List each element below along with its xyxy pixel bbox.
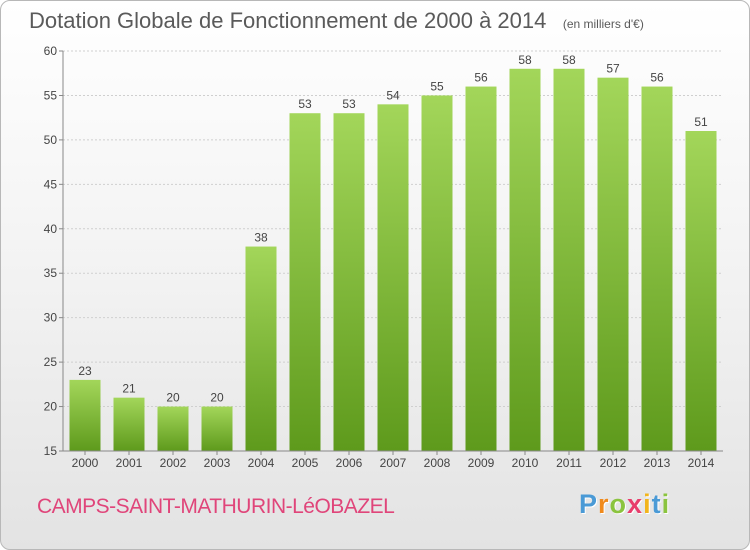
bar xyxy=(333,113,365,451)
logo-letter: i xyxy=(643,489,652,519)
x-tick-label: 2004 xyxy=(248,456,275,470)
logo-letter: P xyxy=(579,489,599,519)
bar xyxy=(245,246,277,451)
bar xyxy=(289,113,321,451)
bar xyxy=(157,406,189,451)
bar-value-label: 58 xyxy=(562,53,576,67)
x-tick-label: 2000 xyxy=(72,456,99,470)
bar xyxy=(553,68,585,452)
y-tick-label: 50 xyxy=(44,133,58,147)
bar-value-label: 23 xyxy=(78,364,92,378)
bar-value-label: 58 xyxy=(518,53,532,67)
y-tick-label: 55 xyxy=(44,88,58,102)
bar-value-label: 53 xyxy=(342,97,356,111)
x-tick-label: 2005 xyxy=(292,456,319,470)
x-tick-label: 2008 xyxy=(424,456,451,470)
x-tick-label: 2007 xyxy=(380,456,407,470)
y-tick-label: 30 xyxy=(44,311,58,325)
logo-letter: r xyxy=(598,489,610,519)
bar-value-label: 38 xyxy=(254,231,268,245)
x-tick-label: 2011 xyxy=(556,456,582,470)
x-tick-label: 2006 xyxy=(336,456,363,470)
bar xyxy=(641,86,673,452)
bar-value-label: 56 xyxy=(474,71,488,85)
x-tick-label: 2014 xyxy=(688,456,715,470)
bar-value-label: 56 xyxy=(650,71,664,85)
x-tick-label: 2002 xyxy=(160,456,187,470)
bar-value-label: 57 xyxy=(606,62,620,76)
bar-value-label: 54 xyxy=(386,88,400,102)
y-tick-label: 25 xyxy=(44,355,58,369)
logo-letter: x xyxy=(627,489,644,519)
bar xyxy=(377,104,409,451)
x-tick-label: 2010 xyxy=(512,456,539,470)
x-tick-label: 2003 xyxy=(204,456,231,470)
logo-letter: t xyxy=(651,489,662,519)
commune-name: CAMPS-SAINT-MATHURIN-LéOBAZEL xyxy=(37,495,395,518)
labels: 15 20 25 30 35 40 45 50 55 60 23 2000 21 2001 20 2002 20… xyxy=(44,44,715,470)
bar xyxy=(685,131,717,451)
bar xyxy=(69,379,101,451)
logo-letter: i xyxy=(661,489,671,519)
chart-subtitle: (en milliers d'€) xyxy=(562,17,644,31)
bar-value-label: 20 xyxy=(210,391,224,405)
x-tick-label: 2013 xyxy=(644,456,671,470)
y-tick-label: 40 xyxy=(44,222,58,236)
y-tick-label: 20 xyxy=(44,400,58,414)
chart-title: Dotation Globale de Fonctionnement de 20… xyxy=(29,8,547,33)
bar-value-label: 21 xyxy=(122,382,136,396)
proxiti-logo[interactable]: Proxiti xyxy=(579,489,670,520)
bar-value-label: 55 xyxy=(430,79,444,93)
logo-letter: o xyxy=(609,489,628,519)
y-tick-label: 60 xyxy=(44,44,58,58)
x-tick-label: 2009 xyxy=(468,456,495,470)
bar xyxy=(421,95,453,451)
bar xyxy=(597,77,629,452)
title-row: Dotation Globale de Fonctionnement de 20… xyxy=(29,8,644,34)
x-tick-label: 2012 xyxy=(600,456,627,470)
bar xyxy=(201,406,233,451)
bar-value-label: 20 xyxy=(166,391,180,405)
bar xyxy=(113,397,145,451)
bar xyxy=(509,68,541,452)
axes xyxy=(59,50,723,455)
y-tick-label: 35 xyxy=(44,266,58,280)
y-tick-label: 15 xyxy=(44,444,58,458)
y-tick-label: 45 xyxy=(44,177,58,191)
bar xyxy=(465,86,497,452)
x-tick-label: 2001 xyxy=(116,456,143,470)
bar-value-label: 53 xyxy=(298,97,312,111)
bar-value-label: 51 xyxy=(694,115,708,129)
bars xyxy=(69,68,717,452)
